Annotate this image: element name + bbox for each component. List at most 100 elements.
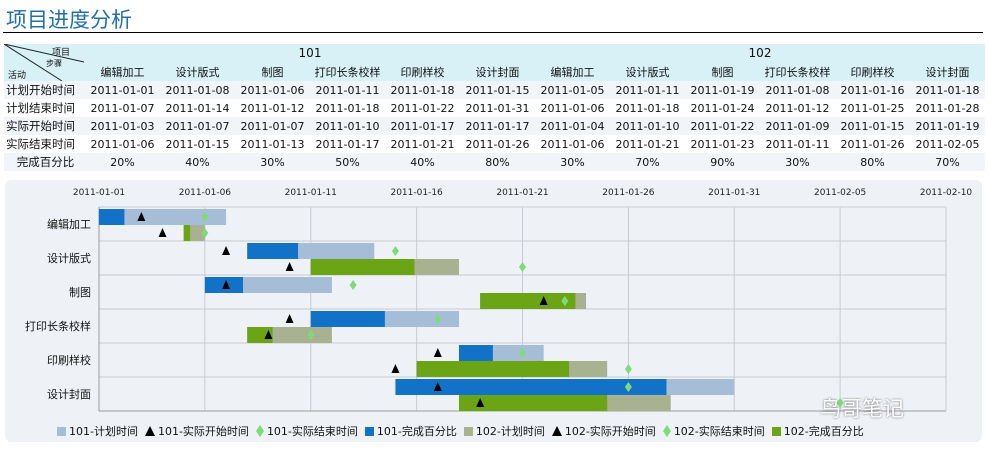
progress-bar-101 <box>247 243 299 259</box>
table-cell: 2011-01-11 <box>610 81 685 99</box>
actual-start-marker-101 <box>285 314 294 323</box>
table-cell: 70% <box>910 153 985 171</box>
actual-end-marker-101 <box>201 212 209 222</box>
category-label: 印刷样校 <box>47 353 91 367</box>
actual-start-marker-101 <box>222 280 231 289</box>
actual-end-marker-101 <box>434 314 442 324</box>
table-cell: 2011-01-14 <box>160 99 235 117</box>
project-header: 102 <box>535 44 985 63</box>
table-cell: 2011-01-18 <box>610 99 685 117</box>
table-cell: 2011-01-17 <box>310 135 385 153</box>
step-header: 编辑加工 <box>85 62 160 81</box>
step-header: 打印长条校样 <box>310 62 385 81</box>
table-cell: 2011-01-17 <box>460 117 535 135</box>
title-divider <box>3 32 983 33</box>
table-cell: 20% <box>85 153 160 171</box>
progress-bar-102 <box>183 225 191 241</box>
actual-end-marker-102 <box>836 398 844 408</box>
table-cell: 2011-01-19 <box>910 117 985 135</box>
triangle-icon <box>144 426 155 436</box>
actual-end-marker-101 <box>519 348 526 358</box>
table-cell: 2011-01-09 <box>760 117 835 135</box>
table-cell: 2011-01-22 <box>385 99 460 117</box>
row-label: 实际结束时间 <box>4 135 85 153</box>
table-cell: 30% <box>535 153 610 171</box>
legend-label: 102-计划时间 <box>475 425 545 438</box>
table-cell: 2011-01-18 <box>310 99 385 117</box>
actual-start-marker-102 <box>158 228 167 237</box>
table-cell: 2011-01-07 <box>235 117 310 135</box>
table-cell: 2011-01-21 <box>610 135 685 153</box>
category-label: 设计封面 <box>47 387 91 401</box>
row-label: 实际开始时间 <box>4 117 85 135</box>
table-cell: 2011-01-31 <box>460 99 535 117</box>
table-cell: 70% <box>610 153 685 171</box>
table-row: 实际开始时间 2011-01-03 2011-01-07 2011-01-07 2011… <box>4 117 985 135</box>
table-cell: 2011-01-21 <box>385 135 460 153</box>
x-tick-label: 2011-02-10 <box>920 188 973 198</box>
legend-item: 101-实际开始时间 <box>144 423 249 439</box>
legend-item: 101-完成百分比 <box>364 423 457 439</box>
table-cell: 2011-01-11 <box>760 135 835 153</box>
diamond-icon <box>662 425 671 437</box>
actual-start-marker-101 <box>433 348 442 357</box>
table-cell: 80% <box>460 153 535 171</box>
step-header: 印刷样校 <box>385 62 460 81</box>
table-cell: 2011-01-07 <box>85 99 160 117</box>
table-cell: 2011-01-06 <box>85 135 160 153</box>
table-cell: 90% <box>685 153 760 171</box>
table-cell: 2011-01-16 <box>835 81 910 99</box>
legend-swatch-icon <box>57 426 66 436</box>
legend-item: 101-实际结束时间 <box>255 423 358 439</box>
table-cell: 2011-01-01 <box>85 81 160 99</box>
table-cell: 2011-01-10 <box>310 117 385 135</box>
legend-swatch-icon <box>364 426 374 436</box>
watermark: 鸟哥笔记 <box>820 397 904 421</box>
actual-end-marker-101 <box>624 382 632 392</box>
table-cell: 2011-01-15 <box>160 135 235 153</box>
progress-bar-102 <box>310 259 415 275</box>
table-cell: 2011-01-28 <box>910 99 985 117</box>
table-row: 计划开始时间 2011-01-01 2011-01-08 2011-01-06 2011… <box>4 81 985 99</box>
step-header: 打印长条校样 <box>760 62 835 81</box>
step-header: 编辑加工 <box>535 62 610 81</box>
table-cell: 40% <box>160 153 235 171</box>
chart-legend: 101-计划时间 101-实际开始时间 101-实际结束时间 101-完成百分比 102… <box>57 423 864 439</box>
actual-end-marker-101 <box>391 246 399 256</box>
table-cell: 2011-01-24 <box>685 99 760 117</box>
x-tick-label: 2011-01-31 <box>708 188 760 198</box>
page-title: 项目进度分析 <box>6 8 132 32</box>
row-label: 计划开始时间 <box>4 81 85 99</box>
progress-bar-102 <box>480 293 576 309</box>
table-cell: 2011-01-23 <box>685 135 760 153</box>
table-cell: 2011-01-26 <box>835 135 910 153</box>
table-cell: 2011-01-10 <box>610 117 685 135</box>
legend-label: 102-实际结束时间 <box>673 425 765 438</box>
table-cell: 2011-01-17 <box>385 117 460 135</box>
table-cell: 2011-01-04 <box>535 117 610 135</box>
corner-label-project: 项目 <box>52 48 71 58</box>
legend-item: 102-实际结束时间 <box>662 423 765 439</box>
category-label: 打印长条校样 <box>25 319 91 333</box>
legend-swatch-icon <box>771 426 781 436</box>
legend-label: 102-实际开始时间 <box>564 425 656 438</box>
category-label: 编辑加工 <box>47 217 91 231</box>
legend-label: 101-计划时间 <box>69 425 138 438</box>
x-tick-label: 2011-01-01 <box>73 188 125 198</box>
table-cell: 2011-01-18 <box>385 81 460 99</box>
legend-label: 101-实际结束时间 <box>266 425 358 438</box>
table-cell: 30% <box>235 153 310 171</box>
progress-bar-101 <box>458 345 493 361</box>
actual-end-marker-102 <box>561 296 569 306</box>
plan-bar-101 <box>99 209 227 225</box>
diamond-icon <box>255 425 264 437</box>
table-cell: 2011-01-06 <box>535 99 610 117</box>
table-row: 实际结束时间 2011-01-06 2011-01-15 2011-01-13 2011… <box>4 135 985 153</box>
actual-start-marker-101 <box>433 382 442 391</box>
x-tick-label: 2011-01-21 <box>496 188 548 198</box>
x-tick-label: 2011-01-11 <box>285 188 337 198</box>
actual-start-marker-102 <box>264 330 273 339</box>
actual-start-marker-101 <box>137 212 146 221</box>
actual-end-marker-101 <box>349 280 357 290</box>
